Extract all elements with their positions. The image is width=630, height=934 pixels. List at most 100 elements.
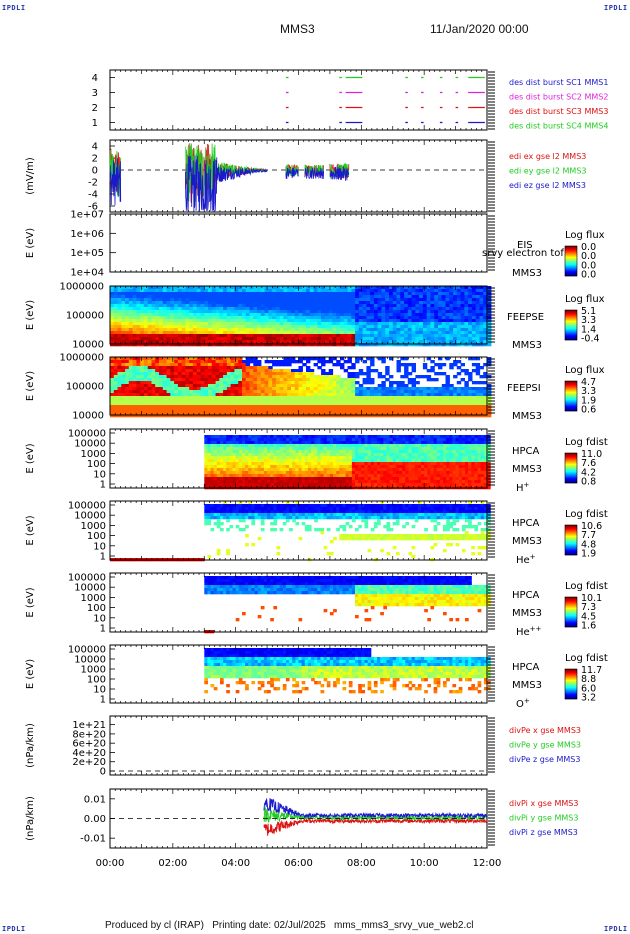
feepse-cell: [449, 295, 454, 299]
feepse-cell: [362, 304, 367, 308]
feepsi-cell: [351, 390, 356, 394]
feepse-cell: [181, 295, 186, 299]
feepsi-cell: [257, 396, 262, 400]
feepse-cell: [419, 325, 424, 329]
feepse-cell: [283, 343, 288, 347]
feepsi-cell: [358, 390, 364, 394]
feepse-cell: [445, 307, 450, 311]
feepse-cell: [208, 319, 213, 323]
feepse-cell: [189, 289, 194, 293]
feepsi-cell: [340, 384, 345, 388]
feepse-cell: [321, 322, 326, 326]
feepse-cell: [245, 337, 251, 341]
feepsi-cell: [140, 372, 145, 376]
feepse-cell: [211, 322, 217, 326]
feepsi-cell: [411, 405, 416, 409]
feepsi-cell: [313, 390, 318, 394]
feepse-cell: [324, 328, 330, 332]
feepsi-cell: [283, 378, 288, 382]
hpca-h-cell: [213, 441, 218, 445]
hpca-h-cell: [220, 483, 224, 487]
feepsi-cell: [170, 393, 175, 397]
feepsi-cell: [324, 381, 330, 385]
feepse-cell: [332, 313, 337, 317]
feepsi-cell: [260, 399, 266, 403]
feepsi-cell: [328, 375, 334, 379]
feepsi-cell: [419, 387, 424, 391]
feepse-cell: [181, 325, 186, 329]
feepse-cell: [128, 301, 134, 305]
feepse-cell: [117, 319, 122, 323]
feepse-cell: [117, 292, 122, 296]
feepse-cell: [396, 295, 401, 299]
feepse-cell: [268, 322, 273, 326]
feepsi-cell: [291, 378, 296, 382]
feepse-cell: [298, 322, 303, 326]
feepse-cell: [464, 289, 469, 293]
feepsi-cell: [181, 390, 186, 394]
feepsi-cell: [177, 399, 183, 403]
feepse-cell: [287, 310, 292, 314]
feepsi-cell: [479, 405, 484, 409]
feepse-cell: [174, 313, 179, 317]
feepse-cell: [426, 292, 432, 296]
feepsi-cell: [275, 363, 281, 367]
feepsi-cell: [223, 387, 228, 391]
feepsi-cell: [174, 393, 179, 397]
feepsi-cell: [264, 402, 269, 406]
feepsi-cell: [113, 399, 119, 403]
feepse-cell: [204, 310, 209, 314]
hpca-h-cell: [229, 450, 234, 454]
feepse-cell: [234, 331, 239, 335]
feepsi-cell: [377, 402, 383, 406]
feepsi-cell: [140, 384, 145, 388]
feepse-cell: [283, 310, 288, 314]
feepsi-cell: [324, 390, 330, 394]
feepse-cell: [177, 295, 183, 299]
hpca-h-cell: [216, 456, 221, 460]
feepse-cell: [204, 298, 209, 302]
feepsi-colorbar-cell: [565, 408, 577, 410]
feepsi-cell: [483, 396, 488, 400]
feepsi-cell: [283, 369, 288, 373]
feepse-cell: [313, 316, 318, 320]
feepsi-cell: [121, 375, 126, 379]
feepse-cell: [219, 334, 224, 338]
feepse-cell: [279, 286, 285, 290]
feepse-cell: [253, 298, 258, 302]
feepse-cell: [309, 307, 315, 311]
feepsi-cell: [230, 357, 235, 361]
feepse-cell: [366, 313, 371, 317]
hpca-h-cell: [216, 477, 221, 481]
feepse-cell: [147, 331, 153, 335]
feepsi-cell: [177, 396, 183, 400]
feepse-cell: [373, 316, 379, 320]
feepse-cell: [162, 334, 168, 338]
feepse-cell: [366, 304, 371, 308]
feepsi-cell: [445, 405, 450, 409]
feepse-cell: [260, 307, 266, 311]
feepsi-cell: [411, 366, 416, 370]
feepse-cell: [143, 334, 149, 338]
feepse-cell: [283, 337, 288, 341]
feepse-cell: [151, 325, 156, 329]
feepsi-cell: [249, 414, 254, 418]
feepsi-cell: [238, 363, 243, 367]
feepsi-cell: [332, 357, 337, 361]
feepsi-cell: [177, 375, 183, 379]
feepse-cell: [181, 301, 186, 305]
feepse-cell: [174, 289, 179, 293]
feepse-cell: [196, 319, 202, 323]
feepse-cell: [389, 292, 394, 296]
feepse-cell: [283, 298, 288, 302]
feepse-cell: [313, 286, 318, 290]
feepsi-cell: [155, 375, 160, 379]
feepsi-cell: [475, 408, 481, 412]
feepsi-cell: [317, 408, 322, 412]
feepsi-cell: [219, 393, 224, 397]
feepsi-cell: [159, 390, 164, 394]
hpca-h-cell: [220, 441, 224, 445]
feepsi-cell: [355, 402, 360, 406]
feepse-cell: [147, 307, 153, 311]
feepsi-cell: [298, 414, 303, 418]
